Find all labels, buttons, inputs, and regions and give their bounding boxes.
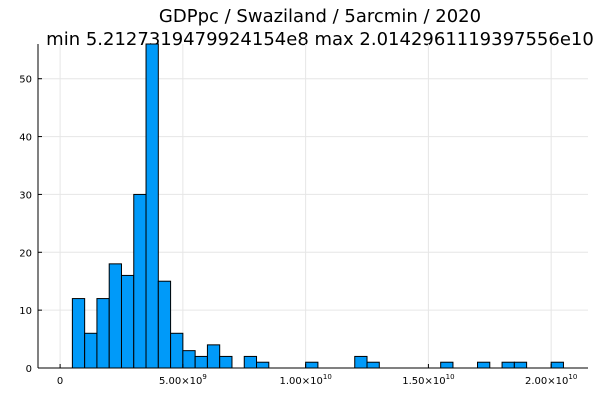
histogram-bar bbox=[305, 361, 319, 369]
bar-layer bbox=[71, 43, 564, 369]
chart-title: GDPpc / Swaziland / 5arcmin / 2020 bbox=[159, 6, 481, 27]
y-tick-label: 30 bbox=[19, 190, 32, 201]
tick-layer: 0 10 20 30 40 50 0 5.00×109 1.00×1010 1.50×1010 2.… bbox=[19, 75, 577, 387]
histogram-bar bbox=[133, 193, 147, 369]
histogram-bar bbox=[219, 355, 233, 369]
histogram-bar bbox=[157, 280, 172, 369]
x-tick-label: 5.00×109 bbox=[159, 373, 207, 387]
histogram-bar bbox=[108, 263, 122, 369]
histogram-bar bbox=[206, 344, 221, 369]
axis-layer bbox=[37, 44, 588, 369]
histogram-bar bbox=[194, 355, 208, 369]
histogram-bar bbox=[550, 361, 564, 369]
histogram-bar bbox=[354, 355, 368, 369]
histogram-bar bbox=[120, 274, 135, 369]
histogram-bar bbox=[366, 361, 380, 369]
histogram-bar bbox=[256, 361, 270, 369]
y-tick-label: 10 bbox=[19, 306, 32, 317]
histogram-bar bbox=[71, 298, 86, 369]
x-tick-label: 2.00×1010 bbox=[525, 373, 577, 387]
histogram-bar bbox=[84, 332, 98, 369]
histogram-bar bbox=[477, 361, 491, 369]
y-tick-label: 50 bbox=[19, 75, 32, 86]
histogram-bar bbox=[145, 43, 159, 369]
y-tick-label: 40 bbox=[19, 133, 32, 144]
histogram-bar bbox=[513, 361, 528, 369]
chart-subtitle: min 5.2127319479924154e8 max 2.014296111… bbox=[46, 29, 594, 50]
histogram-bar bbox=[440, 361, 454, 369]
y-tick-label: 20 bbox=[19, 248, 32, 259]
y-tick-label: 0 bbox=[26, 364, 32, 375]
histogram-bar bbox=[182, 350, 196, 369]
x-tick-label: 1.50×1010 bbox=[402, 373, 454, 387]
histogram-bar bbox=[243, 355, 258, 369]
histogram-bar bbox=[96, 298, 110, 369]
histogram-bar bbox=[170, 332, 184, 369]
x-tick-label: 1.00×1010 bbox=[279, 373, 331, 387]
x-tick-label: 0 bbox=[57, 376, 63, 387]
histogram-bar bbox=[501, 361, 515, 369]
